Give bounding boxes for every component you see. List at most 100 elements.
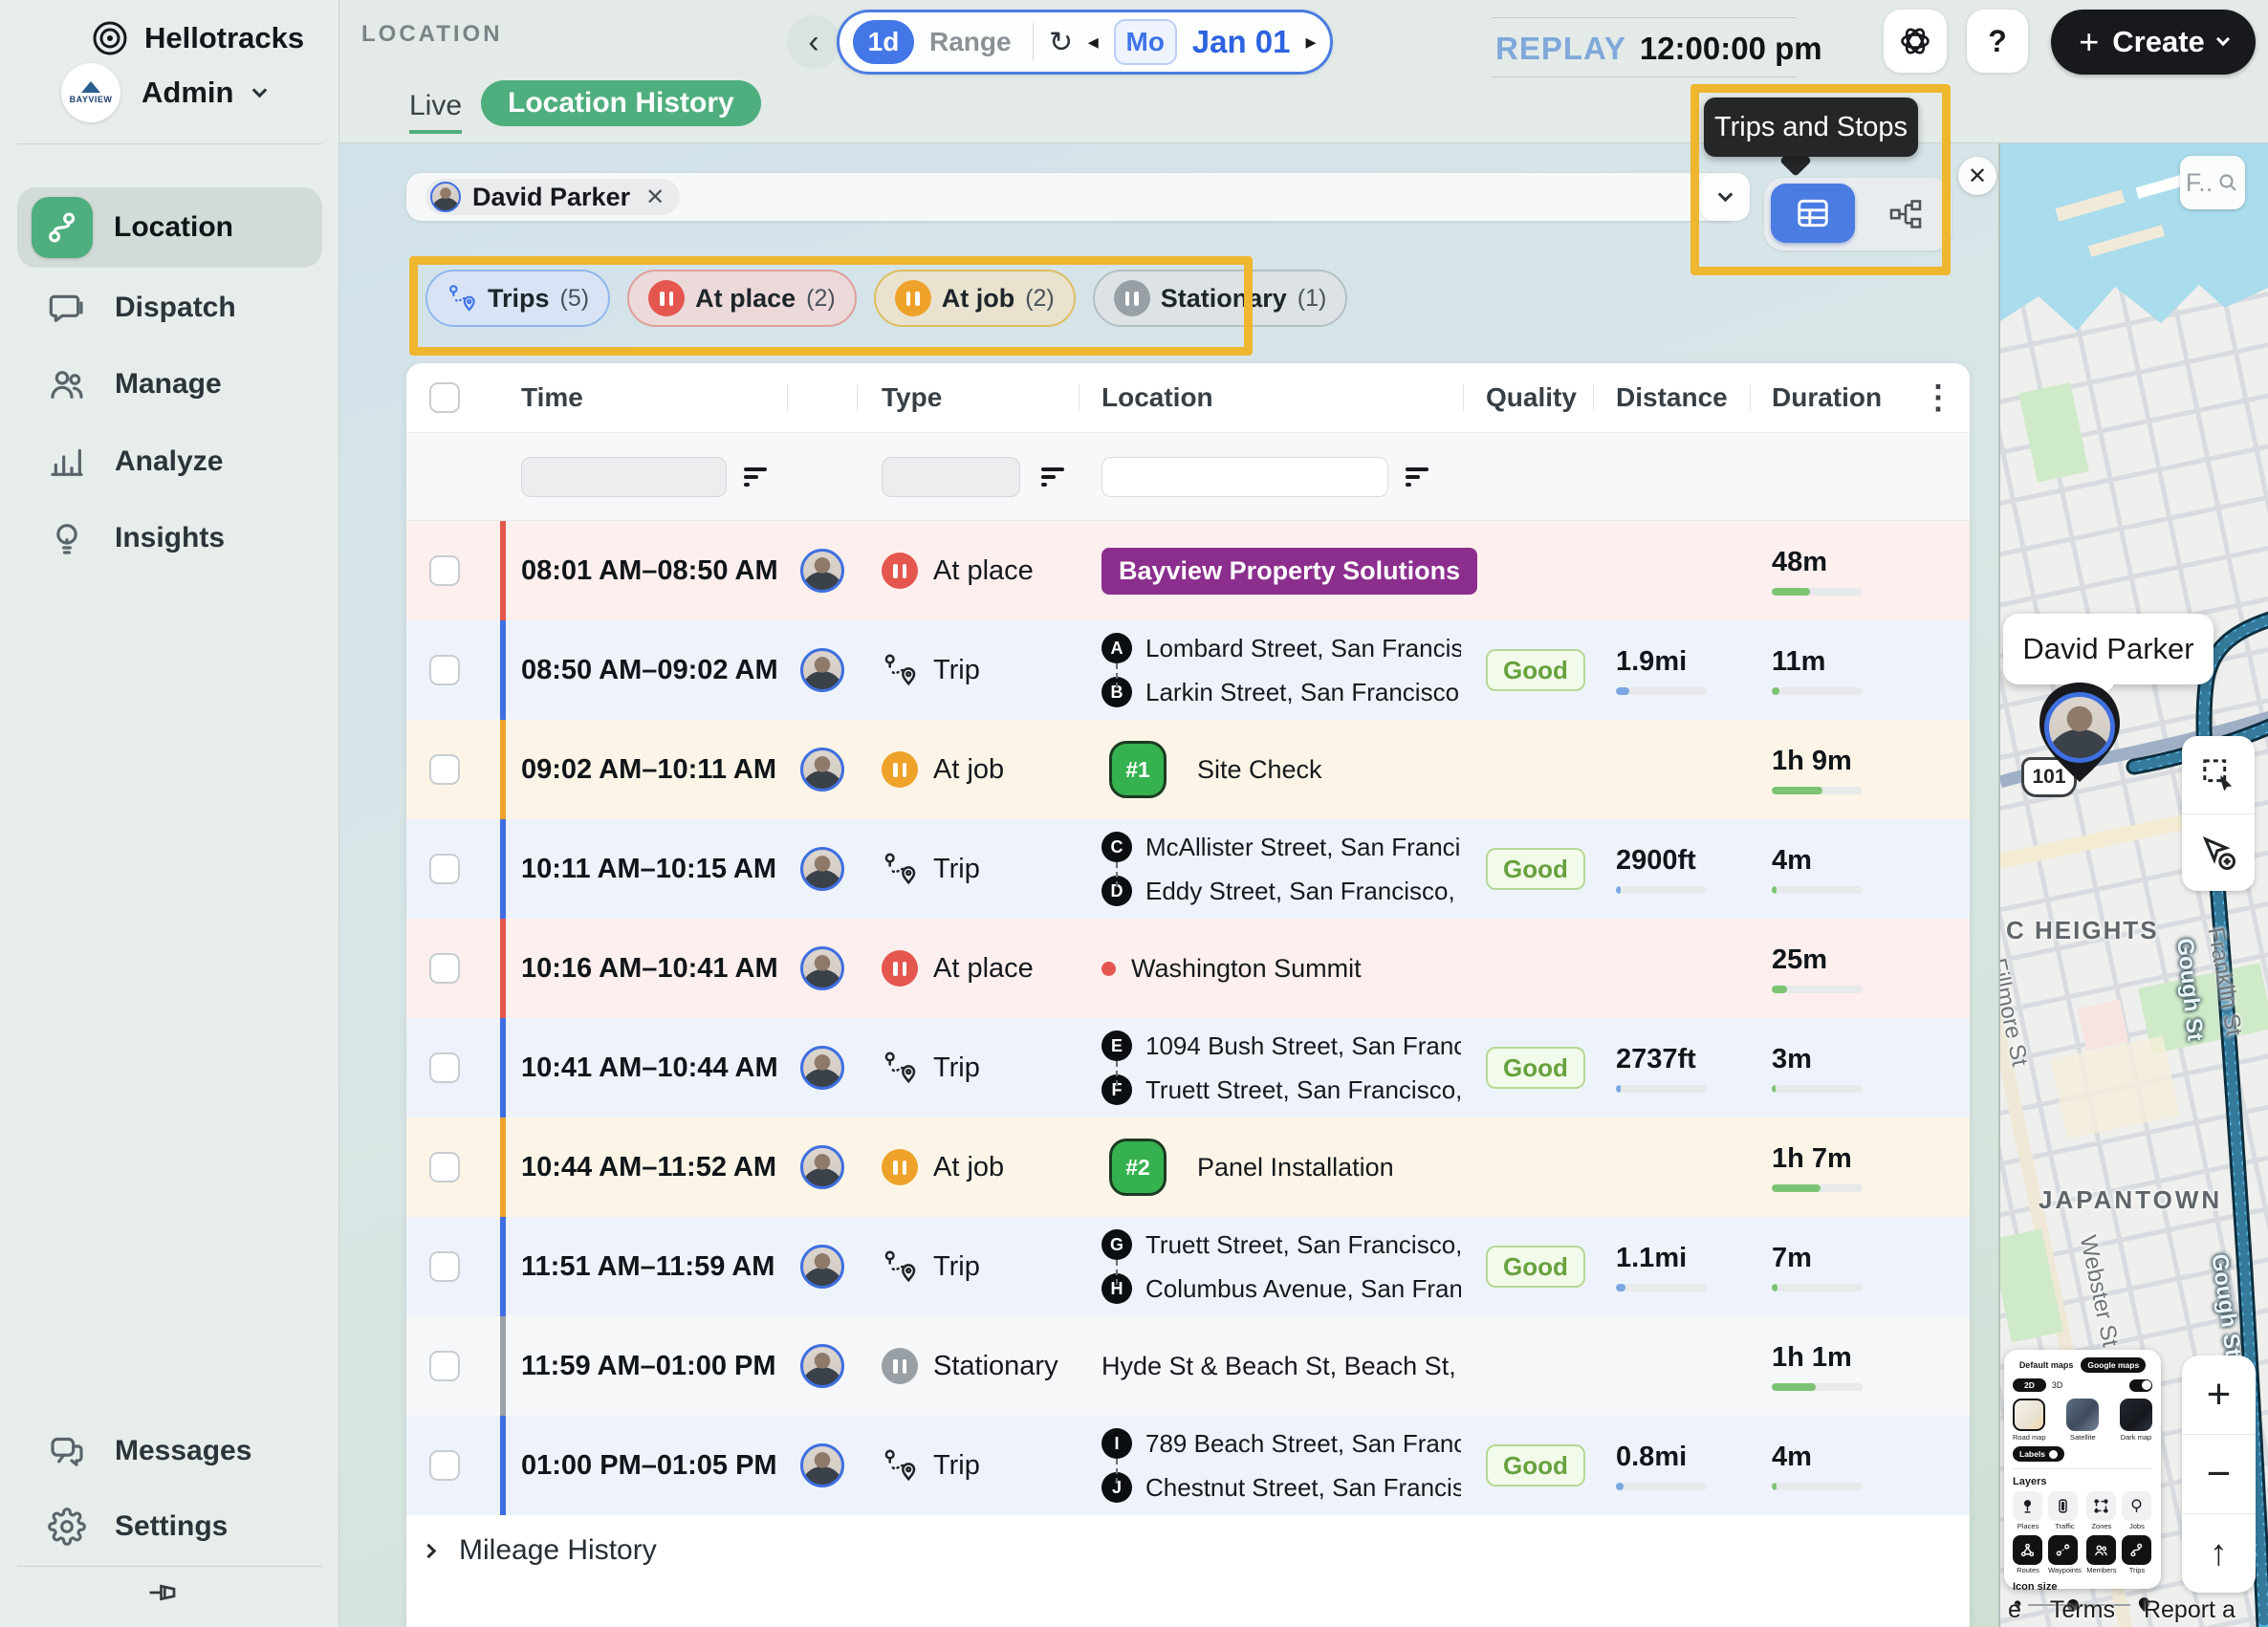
labels-toggle[interactable]: Labels (2013, 1446, 2064, 1462)
table-row[interactable]: 11:59 AM–01:00 PM Stationary Hyde St & Bea… (406, 1316, 1970, 1416)
location-filter-input[interactable] (1101, 456, 1388, 497)
tab-location-history[interactable]: Location History (481, 80, 761, 126)
layer-traffic[interactable]: Traffic (2048, 1491, 2082, 1530)
header-duration[interactable]: Duration (1750, 363, 1907, 432)
sidebar-item-dispatch[interactable]: Dispatch (17, 270, 322, 346)
sidebar-item-messages[interactable]: Messages (17, 1413, 322, 1489)
next-day-arrow[interactable]: ▸ (1305, 30, 1317, 54)
header-location[interactable]: Location (1079, 363, 1463, 432)
sidebar-item-manage[interactable]: Manage (17, 346, 322, 423)
row-checkbox[interactable] (429, 1152, 460, 1182)
zoom-in-button[interactable]: + (2206, 1371, 2232, 1418)
map-type-satellite[interactable]: Satellite (2066, 1399, 2100, 1442)
table-row[interactable]: 08:01 AM–08:50 AM At place Bayview Propert… (406, 521, 1970, 620)
filter-chip-trips[interactable]: Trips (5) (425, 270, 611, 327)
workspace-switcher[interactable]: BAYVIEW Admin (61, 63, 268, 122)
row-checkbox[interactable] (429, 854, 460, 884)
member-dropdown-button[interactable] (1700, 173, 1750, 221)
mileage-history-toggle[interactable]: Mileage History (421, 1534, 657, 1567)
layer-trips[interactable]: Trips (2121, 1535, 2152, 1574)
sidebar-item-settings[interactable]: Settings (17, 1488, 322, 1565)
layer-members[interactable]: Members (2085, 1535, 2117, 1574)
type-filter-input[interactable] (882, 456, 1020, 497)
row-checkbox[interactable] (429, 555, 460, 586)
map-search-button[interactable]: F.. (2180, 156, 2245, 209)
recenter-button[interactable]: ↑ (2182, 1513, 2256, 1593)
row-checkbox[interactable] (429, 1351, 460, 1381)
pin-sidebar-button[interactable] (145, 1575, 180, 1615)
zoom-out-button[interactable]: − (2182, 1434, 2256, 1513)
person-chip[interactable]: David Parker ✕ (425, 179, 681, 215)
3d-toggle[interactable] (2129, 1378, 2152, 1392)
previous-day-arrow[interactable]: ◂ (1087, 30, 1099, 54)
place-badge[interactable]: Bayview Property Solutions (1101, 547, 1478, 595)
layer-places[interactable]: Places (2013, 1491, 2043, 1530)
marquee-select-button[interactable] (2182, 736, 2255, 814)
sidebar-item-analyze[interactable]: Analyze (17, 423, 322, 500)
weekday-badge[interactable]: Mo (1113, 19, 1177, 65)
table-view-button[interactable] (1771, 184, 1855, 243)
google-maps-button[interactable]: Google maps (2081, 1357, 2147, 1373)
table-row[interactable]: 10:41 AM–10:44 AM Trip E 1094 Bush Street, … (406, 1018, 1970, 1117)
close-panel-button[interactable]: ✕ (1958, 157, 1996, 195)
remove-person-icon[interactable]: ✕ (645, 184, 665, 210)
time-filter-input[interactable] (521, 456, 727, 497)
filter-icon[interactable] (1041, 466, 1064, 487)
map-person-label[interactable]: David Parker (2003, 614, 2213, 684)
filter-chip-atjob[interactable]: At job (2) (873, 270, 1076, 327)
map-type-roadmap[interactable]: Road map (2013, 1399, 2046, 1442)
report-map-error-link[interactable]: Report a map error (2143, 1596, 2247, 1627)
select-all-checkbox[interactable] (429, 382, 460, 413)
map-3d-label[interactable]: 3D (2051, 1380, 2063, 1390)
table-row[interactable]: 10:11 AM–10:15 AM Trip C McAllister Street,… (406, 819, 1970, 919)
table-row[interactable]: 01:00 PM–01:05 PM Trip I 789 Beach Street, … (406, 1416, 1970, 1515)
header-distance[interactable]: Distance (1593, 363, 1750, 432)
replay-time[interactable]: 12:00:00 pm (1639, 31, 1822, 66)
row-checkbox[interactable] (429, 1450, 460, 1481)
header-quality[interactable]: Quality (1463, 363, 1593, 432)
layer-waypoints[interactable]: Waypoints (2048, 1535, 2082, 1574)
tab-live[interactable]: Live (409, 90, 463, 134)
layer-jobs[interactable]: Jobs (2121, 1491, 2152, 1530)
table-row[interactable]: 10:44 AM–11:52 AM At job #2 Panel Installat… (406, 1117, 1970, 1217)
map-2d-button[interactable]: 2D (2013, 1378, 2046, 1392)
sidebar-item-insights[interactable]: Insights (17, 500, 322, 576)
table-row[interactable]: 11:51 AM–11:59 AM Trip G Truett Street, San… (406, 1217, 1970, 1316)
timeline-view-button[interactable] (1860, 178, 1952, 250)
map-type-darkmap[interactable]: Dark map (2119, 1399, 2152, 1442)
help-button[interactable]: ? (1967, 10, 2028, 73)
row-checkbox[interactable] (429, 953, 460, 984)
filter-chip-atplace[interactable]: At place (2) (627, 270, 857, 327)
map-marker-avatar[interactable] (2044, 692, 2115, 763)
filter-chip-stationary[interactable]: Stationary (1) (1092, 270, 1348, 327)
table-row[interactable]: 08:50 AM–09:02 AM Trip A Lombard Street, Sa… (406, 620, 1970, 720)
table-row[interactable]: 10:16 AM–10:41 AM At place Washington Summ… (406, 919, 1970, 1018)
job-number-badge[interactable]: #1 (1109, 741, 1167, 798)
filter-icon[interactable] (744, 466, 767, 487)
table-row[interactable]: 09:02 AM–10:11 AM At job #1 Site Check 1h 9m (406, 720, 1970, 819)
terms-link[interactable]: Terms (2049, 1596, 2115, 1623)
job-number-badge[interactable]: #2 (1109, 1139, 1167, 1196)
row-checkbox[interactable] (429, 754, 460, 785)
replay-button[interactable]: REPLAY (1495, 31, 1626, 66)
selected-date[interactable]: Jan 01 (1191, 24, 1291, 59)
icon-size-slider[interactable] (2013, 1595, 2152, 1615)
range-1d-button[interactable]: 1d (853, 20, 914, 64)
member-filter-bar[interactable]: David Parker ✕ ✕ (406, 173, 1740, 221)
filter-icon[interactable] (1406, 466, 1428, 487)
sidebar-item-location[interactable]: Location (17, 187, 322, 268)
create-button[interactable]: + Create (2051, 10, 2256, 75)
row-checkbox[interactable] (429, 1052, 460, 1083)
row-checkbox[interactable] (429, 1251, 460, 1282)
range-custom-button[interactable]: Range (929, 27, 1012, 56)
ai-assistant-button[interactable] (1884, 10, 1947, 73)
add-place-button[interactable] (2182, 813, 2255, 892)
row-checkbox[interactable] (429, 655, 460, 685)
header-time[interactable]: Time (521, 382, 583, 412)
map[interactable]: F.. C HEIGHTS JAPANTOWN Fillmore St Fran… (1998, 143, 2268, 1627)
slider-knob[interactable] (2066, 1599, 2079, 1611)
layer-zones[interactable]: Zones (2085, 1491, 2117, 1530)
layer-routes[interactable]: Routes (2013, 1535, 2043, 1574)
header-type[interactable]: Type (857, 363, 1079, 432)
table-options-button[interactable]: ⋮ (1922, 380, 1954, 416)
